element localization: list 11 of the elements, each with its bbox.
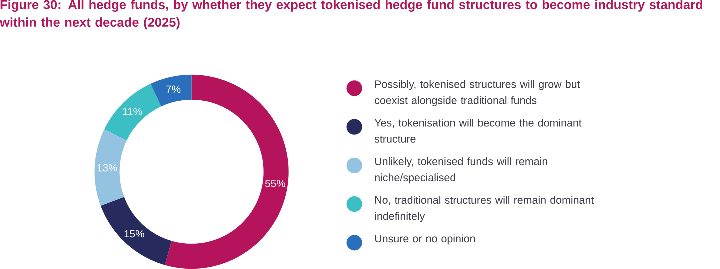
chart-title: Figure 30: All hedge funds, by whether they expect tokenised hedge fund structures to become industry standard within the next decade (2025) (0, 0, 703, 30)
data-label: 7% (166, 86, 181, 94)
legend-label: Yes, tokenisation will become the dominant structure (374, 118, 582, 143)
data-label: 55% (266, 180, 286, 188)
legend-label: Unsure or no opinion (375, 234, 476, 245)
data-label: 13% (98, 164, 118, 172)
data-label: 15% (124, 230, 144, 238)
legend-label: Unlikely, tokenised funds will remain niche/specialised (375, 158, 548, 184)
legend-label: No, traditional structures will remain dominant indefinitely (375, 196, 594, 222)
legend-label: Possibly, tokenised structures will grow but coexist alongside traditional funds (375, 80, 580, 106)
data-label: 11% (123, 108, 142, 116)
